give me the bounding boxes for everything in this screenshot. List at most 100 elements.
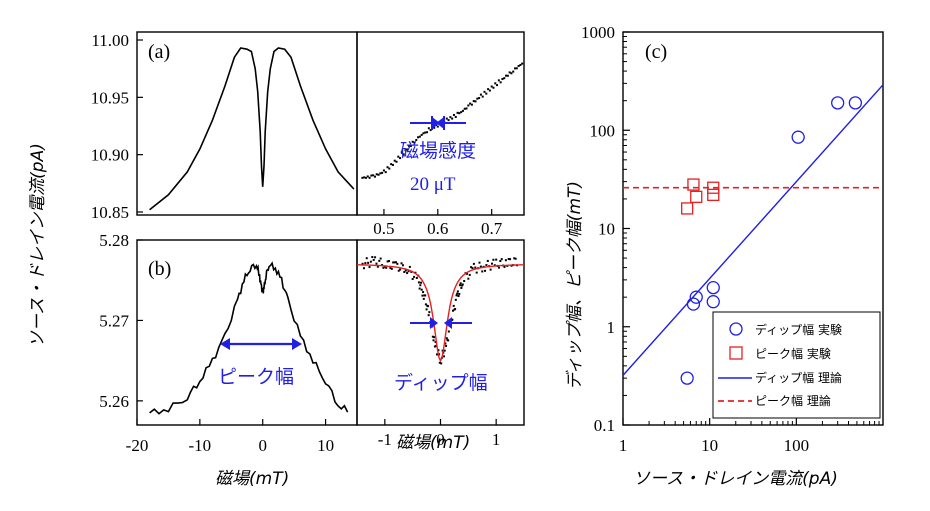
data-point	[445, 344, 448, 347]
data-point	[507, 258, 510, 261]
data-point	[470, 266, 473, 269]
data-point	[420, 133, 423, 136]
data-point	[463, 107, 466, 110]
data-point	[478, 97, 481, 100]
legend-dip-exp-marker	[729, 322, 743, 336]
dip-exp-point	[689, 290, 703, 304]
data-point	[493, 264, 496, 267]
dip-exp-point	[706, 281, 720, 295]
data-point	[388, 260, 391, 263]
xtick-label: 1	[619, 436, 628, 455]
data-point	[461, 283, 464, 286]
data-point	[517, 64, 520, 67]
data-point	[409, 145, 412, 148]
data-point	[404, 269, 407, 272]
data-point	[505, 74, 508, 77]
data-point	[440, 362, 443, 365]
data-point	[407, 270, 410, 273]
data-point	[433, 345, 436, 348]
ytick-label: 1	[607, 318, 616, 337]
data-point	[476, 97, 479, 100]
data-point	[425, 308, 428, 311]
data-point	[472, 262, 475, 265]
data-point	[433, 126, 436, 129]
panel-c-label: (c)	[645, 41, 667, 63]
data-point	[393, 261, 396, 264]
data-point	[372, 174, 375, 177]
data-point	[501, 77, 504, 80]
data-point	[364, 262, 367, 265]
data-point	[514, 257, 517, 260]
data-point	[481, 95, 484, 98]
data-point	[396, 262, 399, 265]
data-point	[406, 272, 409, 275]
data-point	[379, 172, 382, 175]
data-point	[381, 171, 384, 174]
panel-b-inset-xlabel: 磁場(mT)	[396, 433, 470, 453]
data-point	[449, 116, 452, 119]
data-point	[471, 267, 474, 270]
data-point	[370, 174, 373, 177]
dip-exp-point	[680, 371, 694, 385]
data-point	[519, 63, 522, 66]
data-point	[465, 107, 468, 110]
ytick-label: 10.95	[91, 88, 129, 107]
dip-width-label: ディップ幅	[394, 372, 488, 394]
data-point	[489, 268, 492, 271]
data-point	[454, 115, 457, 118]
data-point	[438, 353, 441, 356]
data-point	[438, 361, 441, 364]
data-point	[394, 261, 397, 264]
sensitivity-label: 磁場感度	[400, 140, 476, 162]
data-point	[470, 103, 473, 106]
data-point	[436, 125, 439, 128]
data-point	[428, 311, 431, 314]
data-point	[415, 138, 418, 141]
data-point	[461, 284, 464, 287]
data-point	[521, 62, 524, 65]
data-point	[458, 112, 461, 115]
panel-b-yticks: 5.28 5.27 5.26	[99, 231, 143, 411]
xtick-label: 10	[701, 436, 718, 455]
data-point	[513, 257, 516, 260]
xtick-label: 0	[258, 436, 267, 455]
data-point	[404, 149, 407, 152]
data-point	[399, 268, 402, 271]
data-point	[382, 169, 385, 172]
data-point	[426, 131, 429, 134]
data-point	[510, 72, 513, 75]
ytick-label: 0.1	[594, 416, 615, 435]
data-point	[486, 259, 489, 262]
panel-c-legend: ディップ幅 実験 ピーク幅 実験 ディップ幅 理論 ピーク幅 理論	[712, 311, 881, 419]
data-point	[452, 113, 455, 116]
panel-a-inset-xticks: 0.5 0.6 0.7	[373, 209, 503, 238]
data-point	[393, 159, 396, 162]
data-point	[418, 135, 421, 138]
data-point	[451, 117, 454, 120]
data-point	[506, 74, 509, 77]
data-point	[421, 294, 424, 297]
dip-exp-point	[791, 130, 805, 144]
data-point	[413, 141, 416, 144]
ytick-label: 100	[590, 121, 616, 140]
data-point	[478, 261, 481, 264]
left-ylabel: ソース・ドレイン電流(pA)	[28, 143, 48, 348]
data-point	[467, 277, 470, 280]
data-point	[475, 271, 478, 274]
xtick-label: 0	[436, 430, 445, 449]
data-point	[454, 307, 457, 310]
data-point	[465, 272, 468, 275]
data-point	[400, 262, 403, 265]
data-point	[457, 295, 460, 298]
data-point	[424, 303, 427, 306]
data-point	[442, 355, 445, 358]
data-point	[474, 100, 477, 103]
data-point	[487, 88, 490, 91]
peak-exp-point	[707, 188, 720, 202]
data-point	[399, 157, 402, 160]
xtick-label: -20	[126, 436, 149, 455]
panel-a-curve	[149, 47, 355, 211]
data-point	[390, 163, 393, 166]
data-point	[389, 267, 392, 270]
